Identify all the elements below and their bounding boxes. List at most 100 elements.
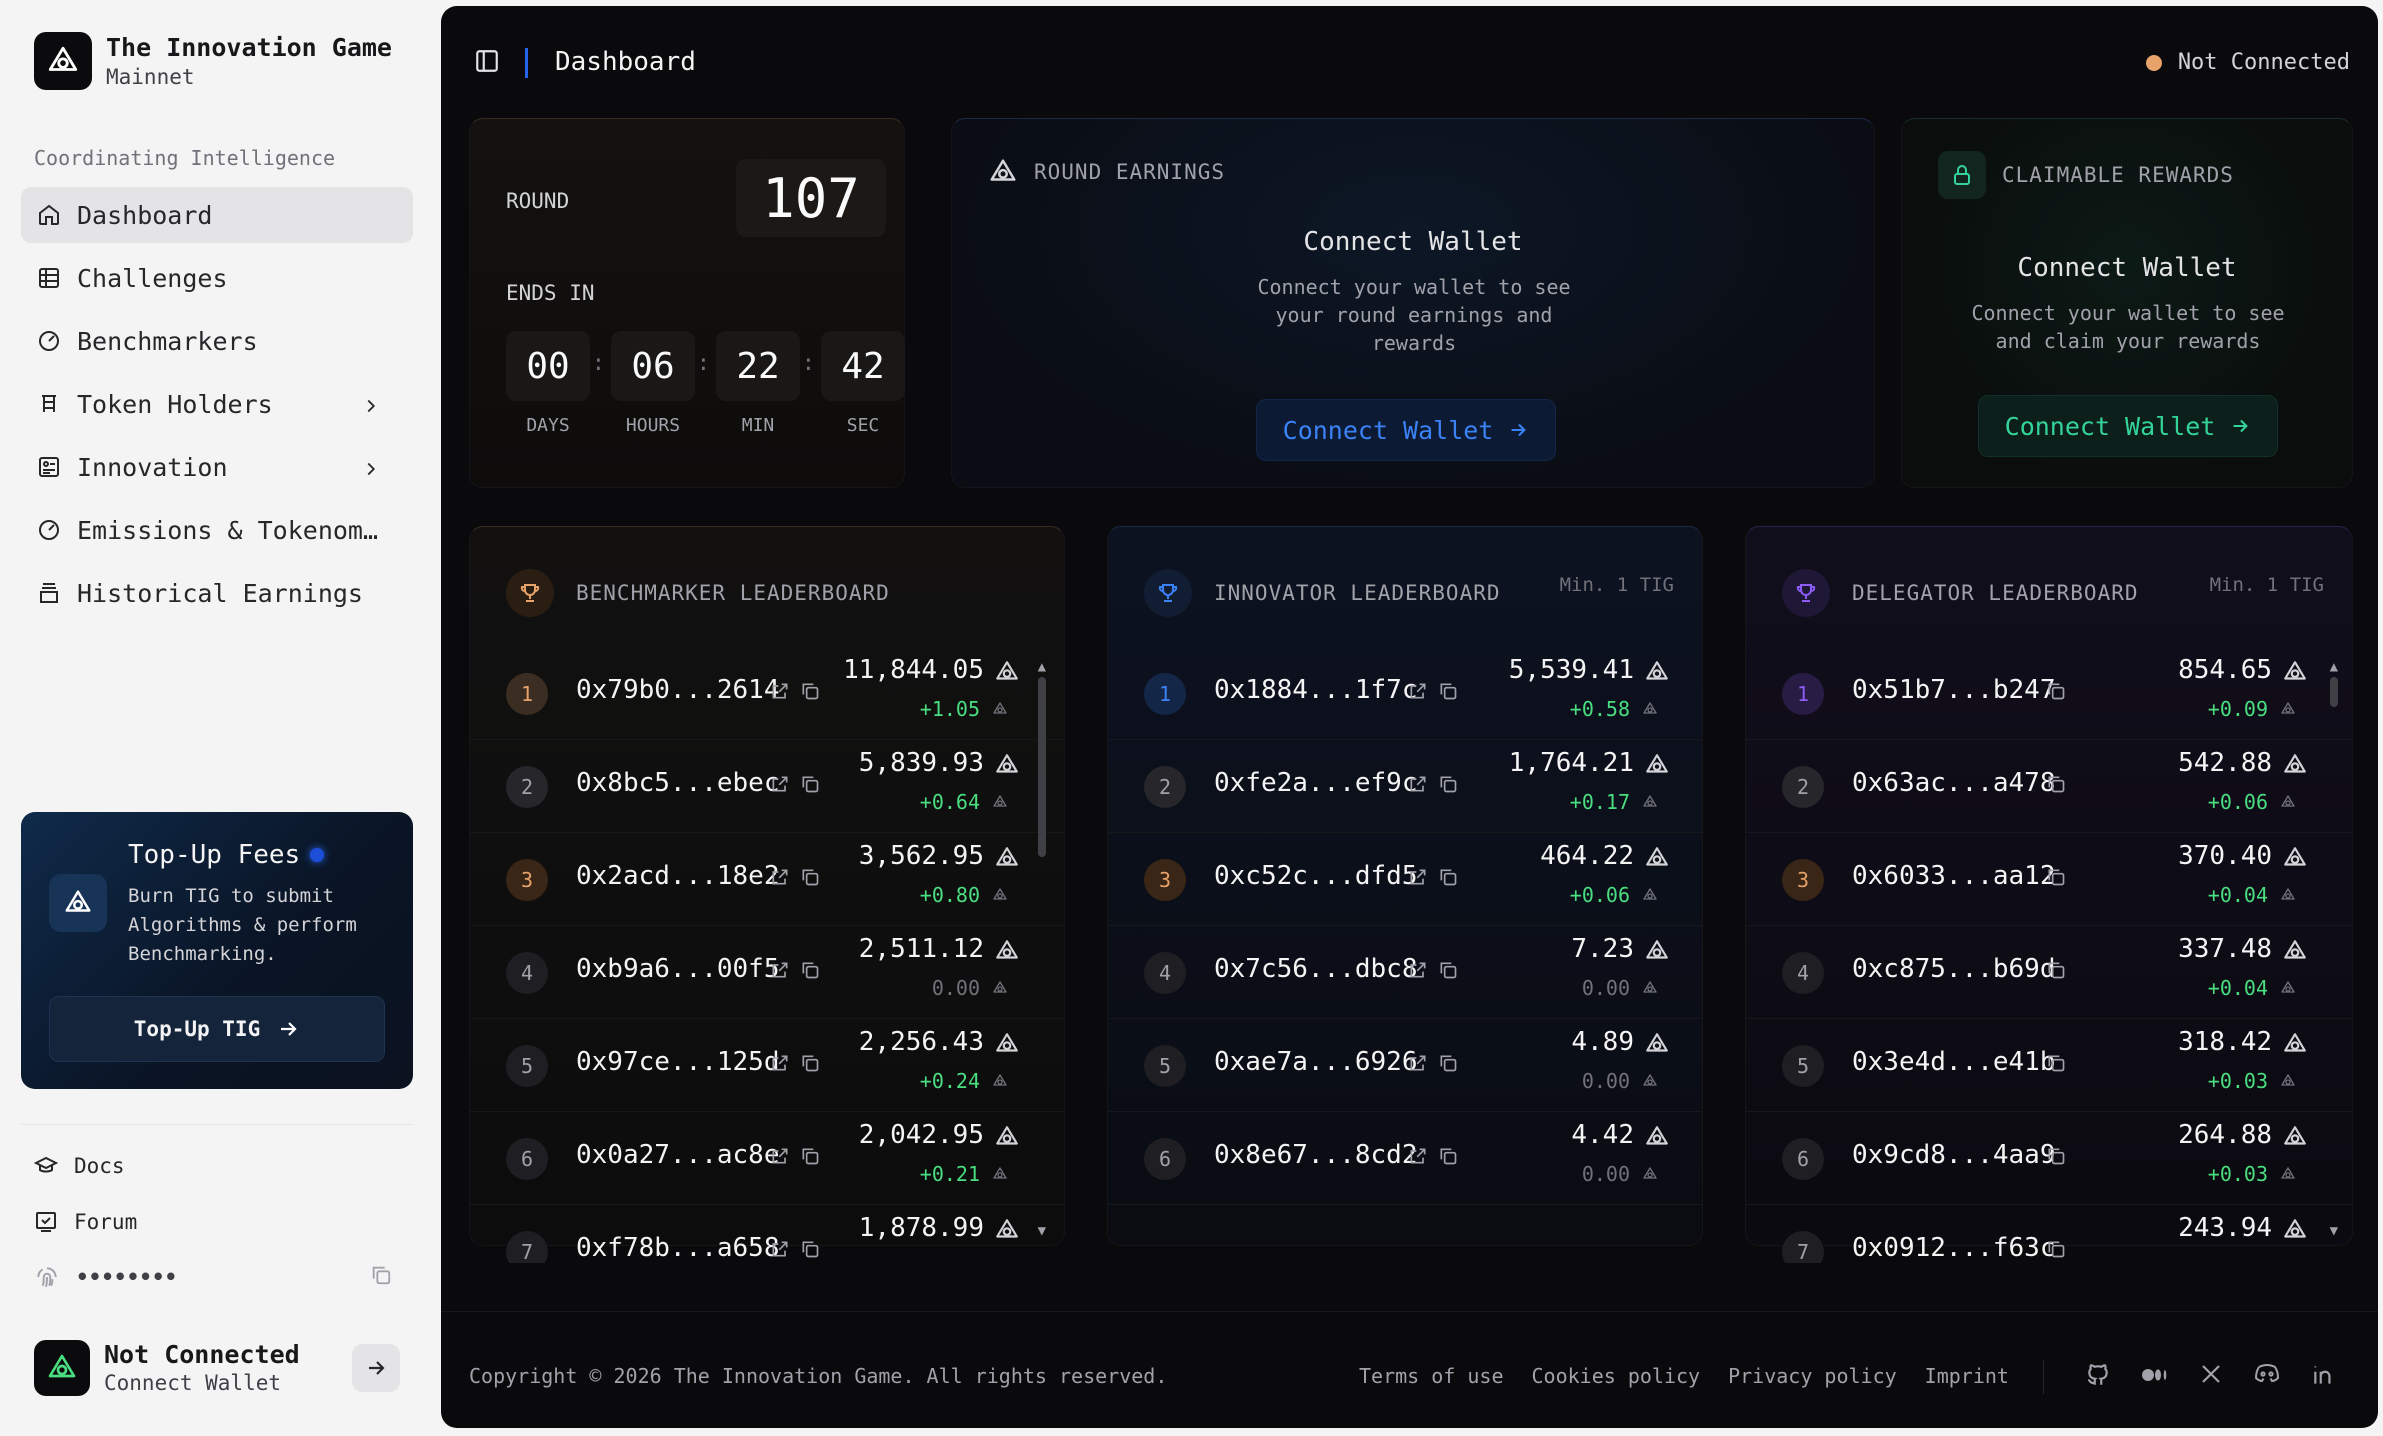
copy-icon[interactable] — [2046, 960, 2066, 980]
copy-icon[interactable] — [1438, 1146, 1458, 1166]
discord-icon[interactable] — [2253, 1362, 2281, 1388]
scrollbar[interactable] — [2330, 677, 2338, 707]
table-row[interactable]: 6 0x9cd8...4aa9 264.88 +0.03 — [1746, 1112, 2352, 1205]
forum-link[interactable]: Forum — [34, 1210, 137, 1234]
scroll-up-icon[interactable]: ▲ — [2329, 659, 2338, 675]
table-row[interactable]: 4 0xb9a6...00f5 2,511.12 0.00 — [470, 926, 1064, 1019]
external-link-icon[interactable] — [1408, 774, 1428, 794]
table-icon — [35, 264, 63, 292]
arrow-right-icon[interactable] — [352, 1344, 400, 1392]
external-link-icon[interactable] — [770, 867, 790, 887]
linkedin-icon[interactable] — [2311, 1362, 2337, 1388]
table-row[interactable]: 3 0xc52c...dfd5 464.22 +0.06 — [1108, 833, 1702, 926]
copy-icon[interactable] — [1438, 774, 1458, 794]
sidebar-item-emissions[interactable]: Emissions & Tokenomics — [21, 502, 413, 558]
external-link-icon[interactable] — [1408, 1053, 1428, 1073]
copy-icon[interactable] — [2046, 1146, 2066, 1166]
scrollbar[interactable] — [1038, 677, 1046, 857]
sidebar-item-dashboard[interactable]: Dashboard — [21, 187, 413, 243]
sidebar-item-challenges[interactable]: Challenges — [21, 250, 413, 306]
imprint-link[interactable]: Imprint — [1924, 1364, 2009, 1388]
tig-logo-icon — [34, 1340, 90, 1396]
external-link-icon[interactable] — [770, 960, 790, 980]
copy-icon[interactable] — [800, 1239, 820, 1259]
sidebar-item-innovation[interactable]: Innovation — [21, 439, 413, 495]
copy-icon[interactable] — [2046, 774, 2066, 794]
connect-wallet-heading: Connect Wallet — [2017, 253, 2237, 283]
external-link-icon[interactable] — [1408, 867, 1428, 887]
terms-link[interactable]: Terms of use — [1359, 1364, 1504, 1388]
copy-icon[interactable] — [2046, 1053, 2066, 1073]
copy-icon[interactable] — [800, 867, 820, 887]
external-link-icon[interactable] — [770, 681, 790, 701]
sidebar-toggle-icon[interactable] — [474, 48, 500, 74]
table-row[interactable]: 4 0x7c56...dbc8 7.23 0.00 — [1108, 926, 1702, 1019]
copy-icon[interactable] — [1438, 867, 1458, 887]
github-icon[interactable] — [2085, 1362, 2111, 1388]
cookies-link[interactable]: Cookies policy — [1531, 1364, 1701, 1388]
sidebar-item-benchmarkers[interactable]: Benchmarkers — [21, 313, 413, 369]
table-row[interactable]: 1 0x51b7...b247 854.65 +0.09 — [1746, 647, 2352, 740]
copy-icon[interactable] — [2046, 1239, 2066, 1259]
table-row[interactable]: 3 0x6033...aa12 370.40 +0.04 — [1746, 833, 2352, 926]
leaderboard-rows[interactable]: 1 0x1884...1f7c 5,539.41 +0.58 2 0xfe2a.… — [1108, 647, 1702, 1263]
copy-icon[interactable] — [800, 681, 820, 701]
scroll-up-icon[interactable]: ▲ — [1037, 659, 1046, 675]
tig-logo-icon — [994, 1217, 1020, 1243]
copy-icon[interactable] — [1438, 681, 1458, 701]
external-link-icon[interactable] — [1408, 681, 1428, 701]
table-row[interactable]: 4 0xc875...b69d 337.48 +0.04 — [1746, 926, 2352, 1019]
top-up-button[interactable]: Top-Up TIG — [49, 996, 385, 1062]
leaderboard-rows[interactable]: 1 0x79b0...2614 11,844.05 +1.05 2 0x8bc5… — [470, 647, 1064, 1263]
scroll-down-icon[interactable]: ▼ — [2329, 1223, 2338, 1239]
copy-icon[interactable] — [2046, 867, 2066, 887]
copy-icon[interactable] — [1438, 960, 1458, 980]
tig-logo-icon — [994, 845, 1020, 871]
sidebar-item-token-holders[interactable]: Token Holders — [21, 376, 413, 432]
table-row[interactable]: 6 0x0a27...ac8e 2,042.95 +0.21 — [470, 1112, 1064, 1205]
copy-icon[interactable] — [800, 960, 820, 980]
external-link-icon[interactable] — [1408, 960, 1428, 980]
chevron-right-icon — [357, 392, 385, 420]
table-row[interactable]: 7 0xf78b...a658 1,878.99 — [470, 1205, 1064, 1263]
table-row[interactable]: 5 0x3e4d...e41b 318.42 +0.03 — [1746, 1019, 2352, 1112]
external-link-icon[interactable] — [770, 774, 790, 794]
scroll-down-icon[interactable]: ▼ — [1037, 1223, 1046, 1239]
table-row[interactable]: 5 0x97ce...125d 2,256.43 +0.24 — [470, 1019, 1064, 1112]
copy-icon[interactable] — [800, 774, 820, 794]
amount: 5,539.41 — [1508, 655, 1634, 685]
external-link-icon[interactable] — [770, 1239, 790, 1259]
account-button[interactable]: Not Connected Connect Wallet — [34, 1340, 404, 1396]
table-row[interactable]: 2 0x63ac...a478 542.88 +0.06 — [1746, 740, 2352, 833]
brand[interactable]: The Innovation Game Mainnet — [34, 32, 392, 90]
copy-icon[interactable] — [370, 1264, 392, 1286]
x-icon[interactable] — [2199, 1362, 2223, 1388]
medium-icon[interactable] — [2141, 1362, 2169, 1388]
table-row[interactable]: 1 0x1884...1f7c 5,539.41 +0.58 — [1108, 647, 1702, 740]
copy-icon[interactable] — [1438, 1053, 1458, 1073]
table-row[interactable]: 5 0xae7a...6926 4.89 0.00 — [1108, 1019, 1702, 1112]
privacy-link[interactable]: Privacy policy — [1728, 1364, 1897, 1388]
copy-icon[interactable] — [800, 1053, 820, 1073]
chevron-right-icon — [357, 455, 385, 483]
table-row[interactable]: 2 0xfe2a...ef9c 1,764.21 +0.17 — [1108, 740, 1702, 833]
connect-wallet-button[interactable]: Connect Wallet — [1256, 399, 1556, 461]
external-link-icon[interactable] — [770, 1146, 790, 1166]
connect-wallet-button[interactable]: Connect Wallet — [1978, 395, 2278, 457]
table-row[interactable]: 3 0x2acd...18e2 3,562.95 +0.80 — [470, 833, 1064, 926]
table-row[interactable]: 2 0x8bc5...ebec 5,839.93 +0.64 — [470, 740, 1064, 833]
table-row[interactable]: 6 0x8e67...8cd2 4.42 0.00 — [1108, 1112, 1702, 1205]
copy-icon[interactable] — [2046, 681, 2066, 701]
tig-logo-icon — [2282, 1031, 2308, 1057]
copy-icon[interactable] — [800, 1146, 820, 1166]
claimable-rewards-card: CLAIMABLE REWARDS Connect Wallet Connect… — [1901, 118, 2353, 488]
table-row[interactable]: 1 0x79b0...2614 11,844.05 +1.05 — [470, 647, 1064, 740]
docs-link[interactable]: Docs — [34, 1154, 125, 1178]
external-link-icon[interactable] — [1408, 1146, 1428, 1166]
leaderboard-rows[interactable]: 1 0x51b7...b247 854.65 +0.09 2 0x63ac...… — [1746, 647, 2352, 1263]
table-row[interactable]: 7 0x0912...f63c 243.94 — [1746, 1205, 2352, 1263]
external-link-icon[interactable] — [770, 1053, 790, 1073]
wallet-address: 0x79b0...2614 — [576, 675, 780, 705]
sidebar-item-historical-earnings[interactable]: Historical Earnings — [21, 565, 413, 621]
connect-wallet-description: Connect your wallet to see your round ea… — [1257, 275, 1571, 355]
